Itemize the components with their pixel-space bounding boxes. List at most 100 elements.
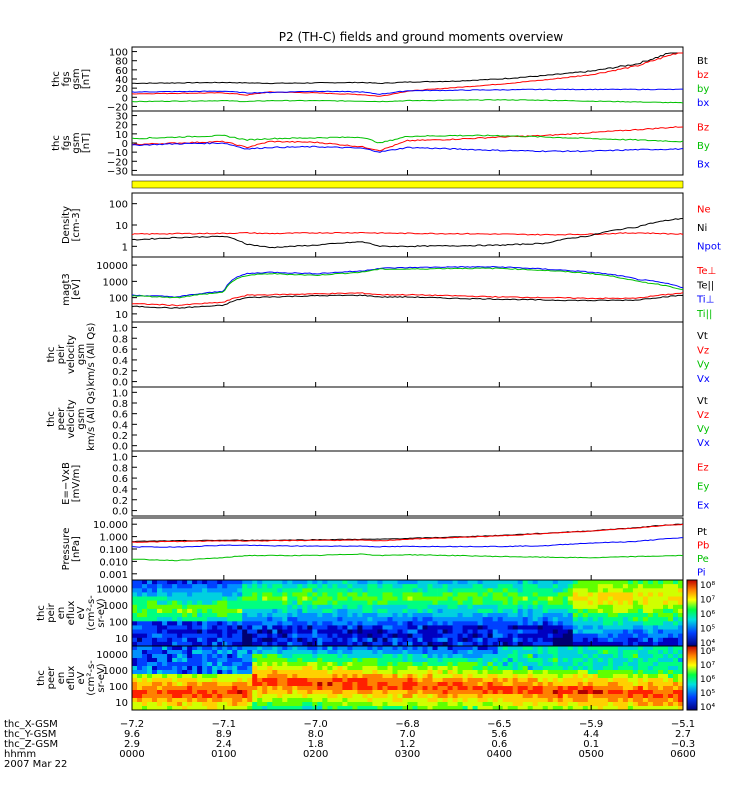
spectro-cell — [372, 698, 378, 703]
spectro-cell — [627, 600, 634, 606]
spectro-cell — [552, 604, 559, 610]
spectro-cell — [537, 633, 544, 639]
spectro-cell — [607, 604, 614, 610]
spectro-cell — [397, 666, 403, 671]
spectro-cell — [477, 596, 483, 601]
spectro-cell — [252, 621, 258, 626]
spectro-cell — [577, 678, 584, 683]
spectro-cell — [177, 641, 183, 647]
spectro-cell — [377, 584, 383, 589]
spectro-cell — [612, 698, 619, 703]
spectro-cell — [407, 702, 413, 707]
spectro-cell — [187, 650, 193, 655]
spectro-cell — [387, 588, 393, 593]
colorbar-label: 10⁴ — [700, 703, 715, 713]
spectro-cell — [157, 625, 163, 630]
spectro-cell — [602, 596, 609, 601]
spectro-cell — [582, 580, 589, 585]
spectro-cell — [227, 650, 233, 655]
spectro-cell — [257, 682, 263, 687]
spectro-cell — [452, 621, 458, 626]
spectro-cell — [247, 592, 253, 597]
spectro-cell — [377, 633, 383, 639]
xaxis-value: 0500 — [578, 749, 603, 760]
spectro-cell — [227, 608, 233, 614]
spectro-cell — [467, 625, 473, 630]
y-tick-label: 100 — [109, 294, 128, 305]
spectro-cell — [452, 678, 458, 683]
spectro-cell — [663, 608, 669, 614]
spectro-cell — [132, 674, 138, 679]
spectro-cell — [457, 617, 463, 622]
spectro-cell — [267, 698, 273, 703]
spectro-cell — [302, 617, 308, 622]
spectro-cell — [678, 621, 684, 626]
spectro-cell — [587, 702, 594, 707]
spectro-cell — [267, 682, 273, 687]
series-group — [131, 126, 684, 153]
spectro-cell — [622, 666, 629, 671]
spectro-cell — [232, 706, 238, 711]
spectro-cell — [582, 690, 589, 695]
spectro-cell — [402, 596, 408, 601]
spectro-cell — [577, 698, 584, 703]
spectro-cell — [617, 621, 624, 626]
spectro-cell — [522, 706, 529, 711]
spectro-cell — [387, 690, 393, 695]
spectro-cell — [182, 584, 188, 589]
spectro-cell — [462, 670, 468, 675]
spectro-cell — [332, 592, 338, 597]
spectro-cell — [287, 592, 293, 597]
spectro-cell — [437, 641, 443, 647]
spectro-cell — [282, 666, 288, 671]
spectro-cell — [357, 702, 363, 707]
spectro-cell — [582, 650, 589, 655]
spectro-cell — [387, 678, 393, 683]
spectro-cell — [357, 608, 363, 614]
spectro-cell — [412, 617, 418, 622]
spectro-cell — [447, 608, 453, 614]
colorbar-label: 10⁸ — [700, 581, 715, 591]
spectro-cell — [282, 641, 288, 647]
spectro-cell — [502, 629, 509, 634]
spectro-cell — [547, 658, 554, 663]
spectro-cell — [647, 588, 654, 593]
y-tick-label: 10 — [115, 130, 128, 141]
spectro-cell — [147, 592, 153, 597]
spectro-cell — [447, 662, 453, 667]
spectro-cell — [582, 658, 589, 663]
spectro-cell — [652, 650, 659, 655]
spectro-cell — [402, 666, 408, 671]
y-tick-label: 1 — [122, 242, 128, 253]
spectro-cell — [462, 613, 468, 618]
spectro-cell — [292, 706, 298, 711]
xaxis-value: 0100 — [211, 749, 236, 760]
spectro-cell — [668, 670, 674, 675]
spectro-cell — [497, 706, 504, 711]
spectro-cell — [632, 706, 639, 711]
spectro-cell — [678, 654, 684, 659]
spectro-cell — [447, 646, 453, 651]
spectro-cell — [377, 617, 383, 622]
spectro-cell — [172, 694, 178, 699]
spectro-cell — [372, 654, 378, 659]
spectro-cell — [307, 646, 313, 651]
spectro-cell — [442, 580, 448, 585]
spectro-cell — [542, 588, 549, 593]
y-tick-label: 20 — [115, 84, 128, 95]
spectro-cell — [467, 694, 473, 699]
spectro-cell — [212, 641, 218, 647]
spectro-cell — [652, 613, 659, 618]
spectro-cell — [658, 702, 664, 707]
spectro-cell — [532, 690, 539, 695]
spectro-cell — [322, 646, 328, 651]
spectro-cell — [162, 670, 168, 675]
spectro-cell — [267, 625, 273, 630]
spectro-cell — [167, 670, 173, 675]
spectro-cell — [307, 621, 313, 626]
spectro-cell — [517, 674, 524, 679]
spectro-cell — [257, 608, 263, 614]
spectro-cell — [663, 690, 669, 695]
spectro-cell — [632, 686, 639, 691]
spectro-cell — [417, 670, 423, 675]
